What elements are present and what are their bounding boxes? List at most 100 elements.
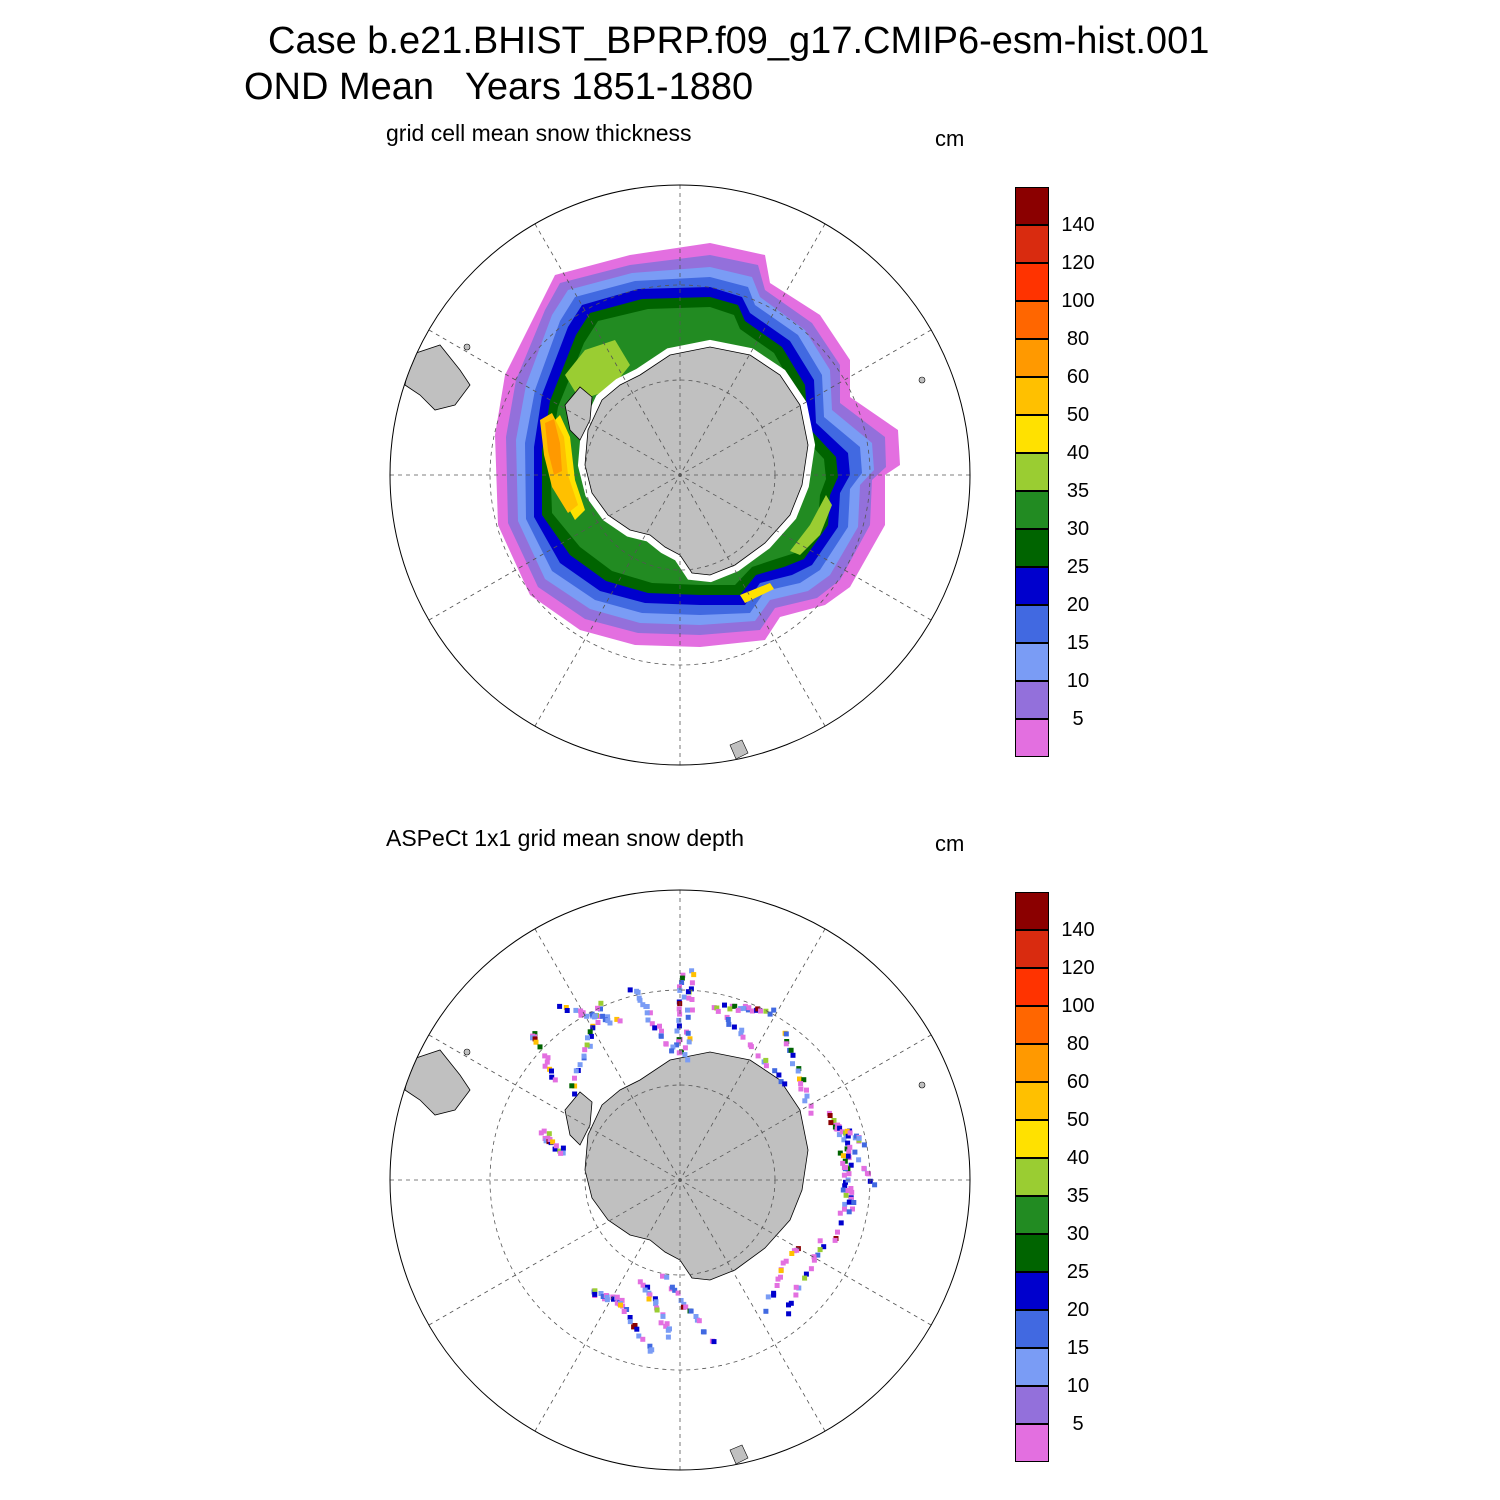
observation-cell (686, 1039, 692, 1045)
colorbar-box (1015, 892, 1049, 930)
observation-cell (592, 1291, 598, 1297)
colorbar-box (1015, 968, 1049, 1006)
colorbar-box (1015, 453, 1049, 491)
observation-cell (657, 1023, 662, 1029)
observation-cell (685, 1030, 691, 1036)
observation-cell (679, 980, 685, 985)
observation-cell (572, 1083, 578, 1089)
observation-cell (735, 1007, 741, 1013)
observation-cell (685, 989, 691, 995)
observation-cell (621, 1309, 627, 1314)
observation-cell (676, 1017, 682, 1023)
observation-cell (689, 1007, 695, 1013)
observation-cell (573, 1068, 579, 1074)
colorbar-box (1015, 1006, 1049, 1044)
observation-cell (649, 1021, 655, 1027)
observation-cell (549, 1068, 554, 1074)
observation-cell (627, 1319, 633, 1325)
graticule (390, 185, 970, 765)
observation-cell (795, 1068, 801, 1074)
observation-cell (685, 1057, 691, 1063)
observation-cell (872, 1182, 878, 1188)
observation-cell (725, 1017, 731, 1022)
colorbar-tick-label: 5 (1072, 1413, 1084, 1435)
observation-cell (693, 1314, 699, 1319)
colorbar-box (1015, 1386, 1049, 1424)
observation-cell (553, 1143, 559, 1149)
observation-cell (552, 1077, 558, 1083)
observation-cell (647, 1348, 653, 1354)
observation-cell (845, 1140, 851, 1146)
colorbar-tick-label: 40 (1066, 442, 1090, 464)
observation-cell (808, 1110, 814, 1116)
observation-cell (685, 1014, 691, 1020)
observation-cell (798, 1086, 804, 1092)
observation-cell (746, 1005, 752, 1011)
observation-cell (572, 1075, 577, 1081)
observation-cell (689, 997, 695, 1002)
observation-cell (778, 1079, 784, 1085)
observation-cell (605, 1014, 611, 1020)
colorbar-box (1015, 339, 1049, 377)
antarctica-land (584, 346, 809, 576)
observation-cell (836, 1132, 842, 1138)
observation-cell (681, 1301, 687, 1307)
observation-cell (842, 1201, 848, 1207)
colorbar-tick-label: 140 (1061, 919, 1095, 941)
colorbar-tick-label: 20 (1066, 594, 1090, 616)
observation-cell (585, 1035, 590, 1041)
observation-cell (652, 1296, 658, 1302)
observation-cell (545, 1055, 551, 1061)
observation-cell (617, 1018, 623, 1024)
observation-cell (776, 1072, 782, 1078)
colorbar-tick-label: 35 (1066, 480, 1090, 502)
observation-cell (658, 1320, 664, 1326)
observation-cell (732, 1003, 738, 1009)
panel-top-units: cm (935, 126, 965, 151)
observation-cell (843, 1165, 848, 1170)
colorbar-box (1015, 930, 1049, 968)
observation-cell (850, 1206, 855, 1212)
observation-cell (672, 1287, 678, 1293)
observation-cell (844, 1128, 850, 1134)
observation-cell (802, 1275, 808, 1281)
observation-cell (726, 1021, 732, 1027)
observation-cell (592, 1014, 597, 1020)
observation-cell (665, 1334, 671, 1340)
observation-cell (644, 1010, 650, 1016)
observation-cell (681, 994, 687, 1000)
observation-cell (741, 1005, 747, 1011)
observation-cell (847, 1144, 853, 1150)
island-land (918, 1081, 926, 1089)
south-america-land (404, 1049, 471, 1116)
observation-cell (677, 984, 682, 990)
observation-cell (691, 972, 697, 978)
bottom-colorbar (1015, 892, 1049, 1462)
observation-cell (846, 1149, 852, 1155)
observation-cell (675, 1290, 681, 1296)
panel-top-title: grid cell mean snow thickness (386, 120, 692, 146)
observation-cell (837, 1210, 843, 1216)
observation-cell (653, 1301, 659, 1307)
observation-cell (646, 1296, 652, 1302)
observation-cell (573, 1007, 579, 1013)
observation-cell (802, 1098, 808, 1104)
colorbar-box (1015, 187, 1049, 225)
observation-cell (749, 1008, 755, 1014)
observation-cell (676, 1023, 682, 1029)
observation-cell (674, 1028, 680, 1034)
observation-cell (797, 1076, 802, 1082)
observation-cell (664, 1274, 670, 1280)
antarctic-peninsula-land (564, 386, 593, 441)
observation-cell (604, 1295, 610, 1300)
observation-cell (811, 1254, 817, 1260)
colorbar-tick-label: 35 (1066, 1185, 1090, 1207)
colorbar-box (1015, 377, 1049, 415)
observation-cell (793, 1284, 799, 1290)
colorbar-box (1015, 605, 1049, 643)
observation-cell (811, 1257, 817, 1263)
observation-cell (546, 1131, 552, 1137)
observation-cell (783, 1258, 789, 1264)
observation-cell (842, 1206, 847, 1212)
observation-cell (640, 1002, 646, 1008)
